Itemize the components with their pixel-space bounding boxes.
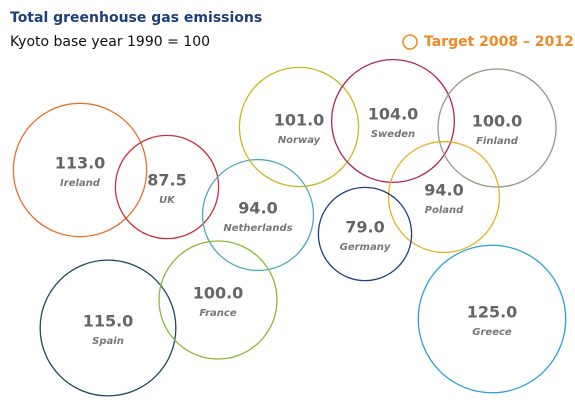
bubble-label: Poland: [425, 205, 464, 216]
bubble: [238, 66, 360, 188]
bubble: [114, 134, 220, 240]
bubble: [330, 58, 456, 184]
value-label: 115.0: [83, 312, 134, 331]
legend-label: Target 2008 – 2012: [424, 34, 574, 50]
bubble: [317, 186, 413, 282]
bubble: [12, 102, 148, 238]
bubble: [201, 158, 315, 272]
legend-icon: [402, 34, 418, 50]
bubble: [387, 140, 501, 254]
bubble-label: Netherlands: [223, 223, 292, 234]
bubble-label: Ireland: [60, 178, 101, 189]
bubble-label: UK: [159, 195, 176, 206]
value-label: 79.0: [345, 218, 384, 237]
value-label: 87.5: [147, 171, 186, 190]
bubble-label: Spain: [92, 336, 124, 347]
value-label: 100.0: [193, 284, 244, 303]
bubble: [437, 68, 557, 188]
bubble: [39, 259, 177, 397]
bubble-label: Finland: [476, 136, 519, 147]
value-label: 113.0: [55, 154, 106, 173]
bubble-label: Norway: [278, 135, 321, 146]
bubble: [417, 244, 567, 394]
value-label: 104.0: [368, 105, 419, 124]
chart-title: Total greenhouse gas emissions: [10, 10, 262, 26]
value-label: 94.0: [238, 199, 277, 218]
bubble: [158, 240, 278, 360]
value-label: 100.0: [472, 112, 523, 131]
value-label: 94.0: [424, 181, 463, 200]
value-label: 101.0: [274, 111, 325, 130]
bubble-label: Germany: [340, 242, 391, 253]
value-label: 125.0: [467, 303, 518, 322]
bubble-label: France: [199, 308, 236, 319]
bubble-label: Sweden: [371, 129, 415, 140]
bubble-label: Greece: [472, 327, 512, 338]
chart-subtitle: Kyoto base year 1990 = 100: [10, 34, 210, 50]
